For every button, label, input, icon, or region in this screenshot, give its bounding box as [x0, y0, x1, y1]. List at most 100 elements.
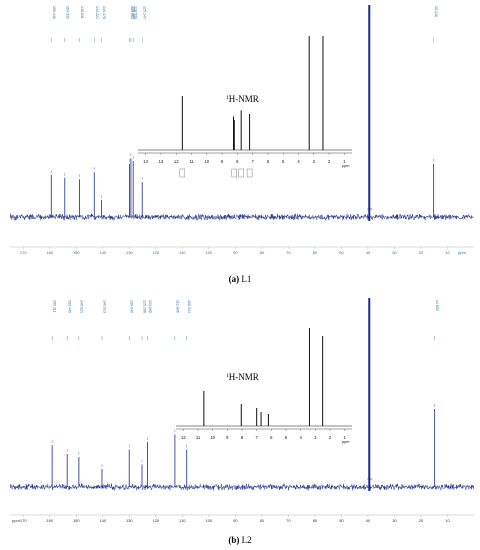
inset-tick-label-6: 6: [267, 159, 270, 164]
x-tick-label-130: 130: [126, 518, 133, 523]
peak-label-15.218: 15.218: [434, 6, 438, 17]
peak-label-140.478: 140.478: [102, 6, 106, 19]
x-tick-label-140: 140: [99, 518, 106, 523]
spectrum-baseline: [9, 213, 474, 221]
x-tick-label-110: 110: [179, 518, 186, 523]
peak-label-149.021: 149.021: [79, 300, 83, 313]
inset-tick-label-13: 13: [159, 159, 164, 164]
x-tick-label-70: 70: [286, 518, 291, 523]
x-tick-label-50: 50: [339, 250, 344, 255]
peak-label-159.440: 159.440: [52, 6, 56, 19]
inset-tick-label-5: 5: [285, 435, 288, 440]
peak-label-143.221: 143.221: [95, 6, 99, 19]
caption-a-text: L1: [241, 274, 252, 284]
x-tick-label-80: 80: [260, 250, 265, 255]
x-tick-label-150: 150: [73, 518, 80, 523]
peak-label-125.206: 125.206: [143, 300, 147, 313]
inset-integral-box: [238, 168, 244, 178]
x-tick-label-60: 60: [313, 250, 318, 255]
inset-x-label: ppm: [342, 440, 349, 444]
caption-a: (a) L1: [0, 274, 480, 284]
inset-title-sup: 1: [226, 95, 229, 101]
spectrum-baseline: [9, 482, 474, 491]
x-tick-label-40: 40: [366, 518, 371, 523]
x-tick-label-10: 10: [445, 518, 450, 523]
peak-label-129.962: 129.962: [130, 6, 134, 19]
inset-integral-box: [179, 168, 186, 178]
peak-label-125.147: 125.147: [143, 6, 147, 19]
x-axis-label: ppm: [12, 518, 20, 523]
inset-tick-label-6: 6: [270, 435, 273, 440]
inset-title: 1H-NMR: [226, 94, 259, 104]
peak-label-130.040: 130.040: [130, 300, 134, 313]
x-tick-label-130: 130: [126, 250, 133, 255]
x-tick-label-160: 160: [46, 250, 53, 255]
x-tick-label-170: 170: [20, 250, 27, 255]
peak-label-14.832: 14.832: [435, 300, 439, 311]
inset-tick-label-14: 14: [143, 159, 148, 164]
x-tick-label-90: 90: [233, 518, 238, 523]
inset-title: 1H-NMR: [226, 372, 259, 382]
x-tick-label-60: 60: [313, 518, 318, 523]
x-tick-label-140: 140: [99, 250, 106, 255]
x-tick-label-70: 70: [286, 250, 291, 255]
peak-label-140.313: 140.313: [102, 300, 106, 313]
inset-tick-label-2: 2: [328, 159, 331, 164]
x-tick-label-110: 110: [179, 250, 186, 255]
caption-b-label: (b): [228, 535, 240, 545]
inset-tick-label-8: 8: [241, 435, 244, 440]
inset-tick-label-5: 5: [282, 159, 285, 164]
x-tick-label-50: 50: [339, 518, 344, 523]
x-tick-label-10: 10: [445, 250, 450, 255]
caption-b-text: L2: [241, 535, 252, 545]
caption-b: (b) L2: [0, 535, 480, 545]
x-tick-label-20: 20: [419, 250, 424, 255]
inset-tick-label-4: 4: [299, 435, 302, 440]
inset-tick-label-12: 12: [181, 435, 186, 440]
inset-tick-label-8: 8: [236, 159, 239, 164]
inset-tick-label-2: 2: [329, 435, 332, 440]
peak-label-129.400: 129.400: [131, 6, 135, 19]
inset-tick-label-7: 7: [251, 159, 254, 164]
x-tick-label-120: 120: [152, 518, 159, 523]
inset-title-text: H-NMR: [229, 372, 259, 382]
peak-label-148.811: 148.811: [80, 6, 84, 19]
inset-tick-label-3: 3: [314, 435, 317, 440]
inset-tick-label-4: 4: [297, 159, 300, 164]
x-axis-label: ppm: [458, 250, 466, 255]
inset-integral-box: [231, 168, 238, 178]
inset-title-sup: 1: [226, 373, 229, 379]
caption-a-label: (a): [228, 274, 240, 284]
panel-b: 159.111 153.445 149.021 140.313 130.040 125.2…: [9, 298, 474, 523]
x-tick-label-30: 30: [392, 250, 397, 255]
x-tick-label-160: 160: [46, 518, 53, 523]
peak-label-159.111: 159.111: [53, 300, 57, 312]
inset-tick-label-11: 11: [196, 435, 201, 440]
x-tick-label-30: 30: [392, 518, 397, 523]
peak-label-154.332: 154.332: [65, 6, 69, 19]
inset-integral-box: [246, 168, 253, 178]
x-tick-label-80: 80: [260, 518, 265, 523]
x-tick-label-20: 20: [419, 518, 424, 523]
inset-tick-label-1: 1: [343, 435, 346, 440]
x-tick-label-90: 90: [233, 250, 238, 255]
peak-label-153.445: 153.445: [68, 300, 72, 313]
peak-label-128.539: 128.539: [134, 6, 138, 19]
inset-tick-label-1: 1: [343, 159, 346, 164]
inset-tick-label-9: 9: [226, 435, 229, 440]
x-tick-label-150: 150: [73, 250, 80, 255]
peak-label-112.806: 112.806: [175, 300, 179, 313]
inset-tick-label-11: 11: [189, 159, 194, 164]
inset-tick-label-10: 10: [210, 435, 215, 440]
x-tick-label-100: 100: [206, 250, 213, 255]
x-tick-label-120: 120: [152, 250, 159, 255]
x-tick-label-170: 170: [20, 518, 27, 523]
inset-tick-label-10: 10: [204, 159, 209, 164]
inset-tick-label-12: 12: [174, 159, 179, 164]
x-tick-label-40: 40: [366, 250, 371, 255]
inset-tick-label-3: 3: [313, 159, 316, 164]
inset-tick-label-9: 9: [221, 159, 224, 164]
peak-label-108.344: 108.344: [187, 300, 191, 313]
